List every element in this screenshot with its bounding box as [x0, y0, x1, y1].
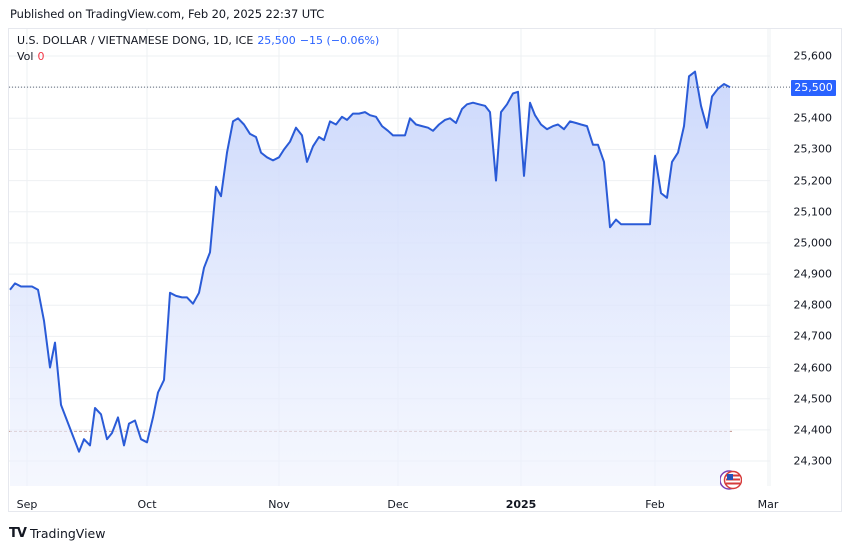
last-price: 25,500: [257, 34, 296, 47]
price-line: [9, 70, 731, 453]
time-axis-label: Dec: [387, 498, 409, 511]
price-change: −15 (−0.06%): [299, 34, 380, 47]
price-axis-label: 24,600: [793, 361, 833, 375]
price-axis-label: 24,800: [793, 298, 833, 312]
price-axis-label: 25,000: [793, 236, 833, 250]
volume-row: Vol 0: [17, 49, 379, 65]
us-flag-icon[interactable]: [720, 469, 742, 491]
volume-value: 0: [37, 50, 45, 63]
price-axis-label: 25,600: [793, 49, 833, 63]
price-area-fill: [10, 71, 730, 486]
time-axis-label: Nov: [268, 498, 290, 511]
price-axis-label: 24,300: [793, 454, 833, 468]
last-price-tag: 25,500: [791, 80, 836, 96]
time-axis-label: 2025: [505, 498, 537, 511]
tradingview-logo-icon: TV: [9, 526, 27, 541]
tradingview-brand[interactable]: TV TradingView: [9, 526, 105, 541]
time-axis-label: Feb: [645, 498, 665, 511]
chart-frame: [8, 28, 842, 512]
published-note: Published on TradingView.com, Feb 20, 20…: [10, 7, 325, 21]
time-axis-label: Sep: [16, 498, 38, 511]
symbol-row: U.S. DOLLAR / VIETNAMESE DONG, 1D, ICE 25…: [17, 33, 379, 49]
time-axis-label: Oct: [137, 498, 157, 511]
price-axis-label: 24,400: [793, 423, 833, 437]
volume-label[interactable]: Vol: [17, 50, 34, 63]
price-axis-label: 25,100: [793, 205, 833, 219]
price-axis-label: 24,700: [793, 329, 833, 343]
price-axis-label: 24,900: [793, 267, 833, 281]
brand-name: TradingView: [29, 526, 106, 541]
symbol-title[interactable]: U.S. DOLLAR / VIETNAMESE DONG, 1D, ICE: [17, 34, 254, 47]
price-axis-label: 25,200: [793, 174, 833, 188]
price-axis-label: 25,400: [793, 111, 833, 125]
price-axis-label: 25,300: [793, 142, 833, 156]
time-axis-label: Mar: [757, 498, 779, 511]
chart-legend: U.S. DOLLAR / VIETNAMESE DONG, 1D, ICE 25…: [17, 33, 379, 65]
price-axis-label: 24,500: [793, 392, 833, 406]
